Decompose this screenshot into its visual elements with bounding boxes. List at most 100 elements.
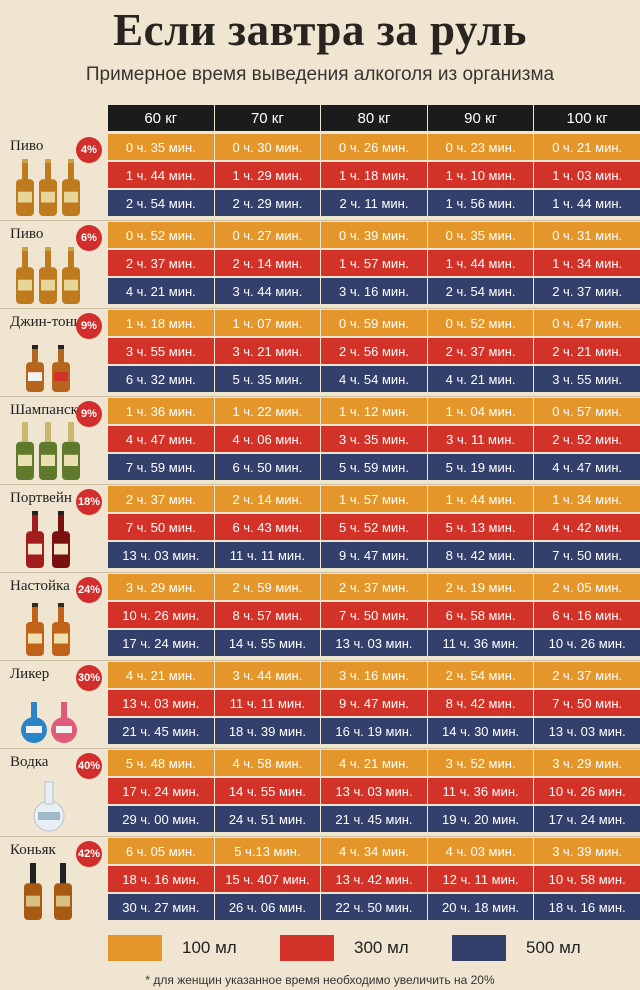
time-cell: 2 ч. 37 мин.	[426, 338, 534, 364]
time-cell: 0 ч. 21 мин.	[533, 134, 640, 160]
time-cell: 4 ч. 34 мин.	[320, 838, 427, 864]
table-row: 21 ч. 45 мин. 18 ч. 39 мин. 16 ч. 19 мин. 1…	[108, 718, 640, 744]
time-cell: 5 ч. 35 мин.	[213, 366, 321, 392]
time-rows: 4 ч. 21 мин. 3 ч. 44 мин. 3 ч. 16 мин. 2 ч.…	[108, 662, 640, 746]
table-row: 1 ч. 44 мин. 1 ч. 29 мин. 1 ч. 18 мин. 1 ч.…	[108, 162, 640, 188]
time-cell: 4 ч. 21 мин.	[426, 366, 534, 392]
time-cell: 2 ч. 19 мин.	[426, 574, 534, 600]
time-cell: 4 ч. 54 мин.	[320, 366, 427, 392]
time-cell: 1 ч. 18 мин.	[108, 310, 214, 336]
time-cell: 6 ч. 16 мин.	[533, 602, 640, 628]
time-cell: 1 ч. 44 мин.	[533, 190, 640, 216]
table-row: 4 ч. 21 мин. 3 ч. 44 мин. 3 ч. 16 мин. 2 ч.…	[108, 662, 640, 688]
legend-item-100ml: 100 мл	[108, 935, 237, 961]
time-cell: 1 ч. 44 мин.	[426, 250, 534, 276]
drink-label-area: Водка 40%	[0, 750, 108, 834]
time-cell: 6 ч. 58 мин.	[426, 602, 534, 628]
time-cell: 2 ч. 37 мин.	[320, 574, 427, 600]
drink-name: Ликер	[10, 666, 50, 682]
time-cell: 2 ч. 37 мин.	[108, 486, 214, 512]
time-cell: 13 ч. 03 мин.	[108, 690, 214, 716]
drink-name: Пиво	[10, 138, 44, 154]
time-cell: 4 ч. 47 мин.	[108, 426, 214, 452]
time-cell: 0 ч. 52 мин.	[108, 222, 214, 248]
column-header: 60 кг	[144, 109, 178, 127]
time-cell: 26 ч. 06 мин.	[213, 894, 321, 920]
group-divider	[0, 748, 640, 749]
time-rows: 0 ч. 35 мин. 0 ч. 30 мин. 0 ч. 26 мин. 0 ч.…	[108, 134, 640, 218]
liqueur-bottles-icon	[14, 686, 84, 744]
time-cell: 4 ч. 21 мин.	[108, 662, 214, 688]
table-row: 13 ч. 03 мин. 11 ч. 11 мин. 9 ч. 47 мин. 8 …	[108, 690, 640, 716]
time-cell: 3 ч. 11 мин.	[426, 426, 534, 452]
time-cell: 5 ч. 19 мин.	[426, 454, 534, 480]
time-rows: 1 ч. 18 мин. 1 ч. 07 мин. 0 ч. 59 мин. 0 ч.…	[108, 310, 640, 394]
drink-group: Пиво 6% 0 ч. 52 мин. 0 ч. 27 мин. 0 ч. 39 ми…	[0, 222, 640, 306]
time-cell: 0 ч. 35 мин.	[108, 134, 214, 160]
group-divider	[0, 484, 640, 485]
drink-name: Водка	[10, 754, 49, 770]
time-cell: 11 ч. 11 мин.	[213, 542, 321, 568]
time-cell: 4 ч. 47 мин.	[533, 454, 640, 480]
time-rows: 0 ч. 52 мин. 0 ч. 27 мин. 0 ч. 39 мин. 0 ч.…	[108, 222, 640, 306]
time-cell: 3 ч. 35 мин.	[320, 426, 427, 452]
table-row: 2 ч. 37 мин. 2 ч. 14 мин. 1 ч. 57 мин. 1 ч.…	[108, 250, 640, 276]
alcohol-percent-badge: 9%	[76, 313, 102, 339]
beer-bottles-icon	[14, 246, 84, 304]
table-row: 18 ч. 16 мин. 15 ч. 407 мин. 13 ч. 42 мин.…	[108, 866, 640, 892]
group-divider	[0, 396, 640, 397]
table-row: 7 ч. 50 мин. 6 ч. 43 мин. 5 ч. 52 мин. 5 ч.…	[108, 514, 640, 540]
time-cell: 5 ч. 48 мин.	[108, 750, 214, 776]
time-cell: 8 ч. 42 мин.	[426, 690, 534, 716]
time-cell: 16 ч. 19 мин.	[320, 718, 427, 744]
time-cell: 2 ч. 05 мин.	[533, 574, 640, 600]
drink-group: Ликер 30% 4 ч. 21 мин. 3 ч. 44 мин. 3 ч. 16 …	[0, 662, 640, 746]
drink-label-area: Джин-тоник 9%	[0, 310, 108, 394]
time-cell: 6 ч. 43 мин.	[213, 514, 321, 540]
time-cell: 13 ч. 03 мин.	[108, 542, 214, 568]
time-cell: 4 ч. 03 мин.	[426, 838, 534, 864]
drink-label-area: Шампанское 9%	[0, 398, 108, 482]
legend-swatch	[280, 935, 334, 961]
column-header: 100 кг	[533, 105, 640, 131]
drink-label-area: Настойка 24%	[0, 574, 108, 658]
gin-tonic-cans-icon	[14, 334, 84, 392]
time-cell: 13 ч. 03 мин.	[320, 778, 427, 804]
time-cell: 3 ч. 29 мин.	[108, 574, 214, 600]
time-cell: 18 ч. 39 мин.	[213, 718, 321, 744]
drink-label-area: Портвейн 18%	[0, 486, 108, 570]
time-cell: 3 ч. 44 мин.	[213, 662, 321, 688]
time-cell: 10 ч. 26 мин.	[533, 630, 640, 656]
time-cell: 20 ч. 18 мин.	[426, 894, 534, 920]
time-cell: 7 ч. 50 мин.	[320, 602, 427, 628]
legend-label: 500 мл	[526, 938, 581, 957]
table-row: 3 ч. 55 мин. 3 ч. 21 мин. 2 ч. 56 мин. 2 ч.…	[108, 338, 640, 364]
time-cell: 0 ч. 26 мин.	[320, 134, 427, 160]
alcohol-percent-badge: 30%	[76, 665, 102, 691]
drink-group: Шампанское 9% 1 ч. 36 мин. 1 ч. 22 мин. 1 ч.…	[0, 398, 640, 482]
alcohol-percent-badge: 6%	[76, 225, 102, 251]
time-cell: 1 ч. 22 мин.	[213, 398, 321, 424]
time-cell: 8 ч. 57 мин.	[213, 602, 321, 628]
time-cell: 7 ч. 50 мин.	[533, 542, 640, 568]
time-cell: 1 ч. 29 мин.	[213, 162, 321, 188]
time-cell: 5 ч.13 мин.	[213, 838, 321, 864]
time-cell: 10 ч. 58 мин.	[533, 866, 640, 892]
table-row: 0 ч. 52 мин. 0 ч. 27 мин. 0 ч. 39 мин. 0 ч.…	[108, 222, 640, 248]
footnote: * для женщин указанное время необходимо …	[145, 973, 495, 987]
time-cell: 17 ч. 24 мин.	[533, 806, 640, 832]
time-cell: 21 ч. 45 мин.	[320, 806, 427, 832]
drink-name: Портвейн	[10, 490, 72, 506]
time-cell: 0 ч. 27 мин.	[213, 222, 321, 248]
time-cell: 1 ч. 57 мин.	[320, 486, 427, 512]
group-divider	[0, 572, 640, 573]
time-cell: 10 ч. 26 мин.	[108, 602, 214, 628]
time-cell: 13 ч. 42 мин.	[320, 866, 427, 892]
time-cell: 14 ч. 55 мин.	[213, 778, 321, 804]
time-cell: 3 ч. 29 мин.	[533, 750, 640, 776]
time-cell: 3 ч. 21 мин.	[213, 338, 321, 364]
time-cell: 5 ч. 59 мин.	[320, 454, 427, 480]
time-cell: 10 ч. 26 мин.	[533, 778, 640, 804]
table-row: 5 ч. 48 мин. 4 ч. 58 мин. 4 ч. 21 мин. 3 ч.…	[108, 750, 640, 776]
legend-item-300ml: 300 мл	[280, 935, 409, 961]
